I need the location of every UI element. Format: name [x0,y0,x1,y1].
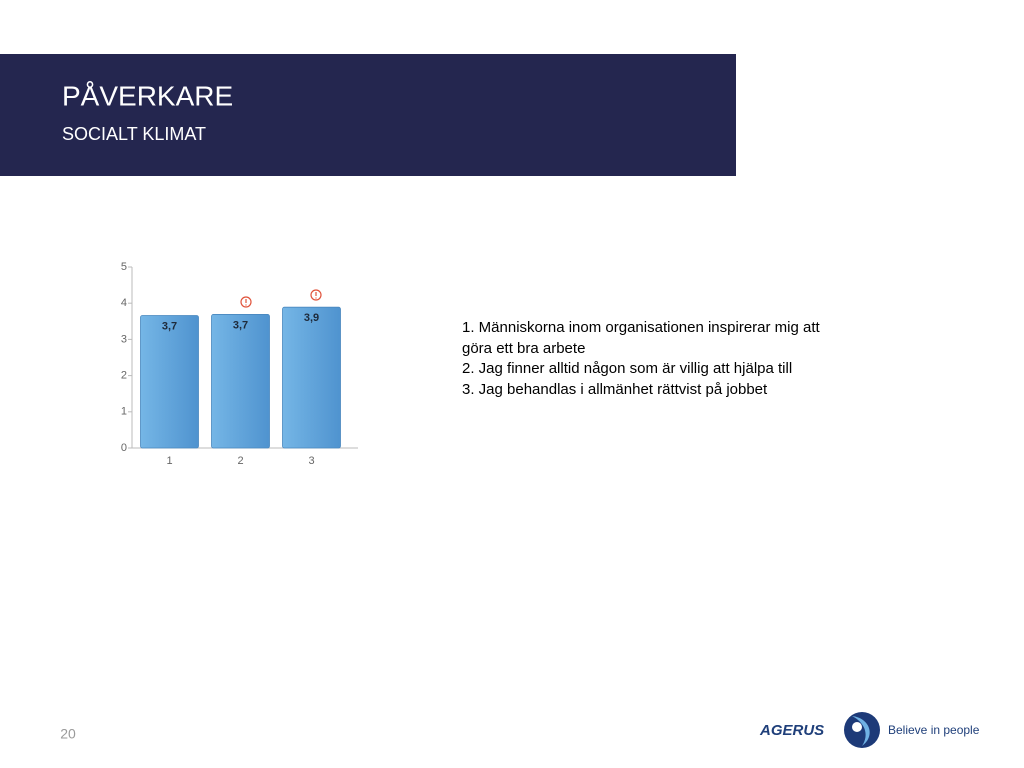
value-label: 3,9 [304,312,319,324]
bar [211,314,270,449]
value-label: 3,7 [233,319,248,331]
x-tick-label: 3 [308,455,314,467]
note-item: 1. Människorna inom organisationen inspi… [462,319,820,357]
warning-icon [240,289,322,308]
brand-tagline: Believe in people [888,723,980,737]
y-tick-label: 4 [121,297,127,309]
slide-title: PÅVERKARE [62,80,233,111]
y-tick-label: 2 [121,370,127,382]
note-item: 3. Jag behandlas i allmänhet rättvist på… [462,380,768,398]
brand-name: AGERUS [759,722,824,739]
page-number: 20 [60,726,76,742]
value-label: 3,7 [162,320,177,332]
header-band [0,54,736,176]
x-tick-label: 2 [237,455,243,467]
bar [282,306,341,449]
brand-logo [844,712,880,748]
notes: 1. Människorna inom organisationen inspi… [462,318,824,400]
y-tick-label: 3 [121,333,127,345]
bar [140,315,199,449]
note-item: 2. Jag finner alltid någon som är villig… [462,360,793,377]
y-tick-label: 5 [121,261,127,273]
x-tick-label: 1 [166,455,172,467]
y-tick-label: 1 [121,406,127,418]
y-tick-label: 0 [121,442,127,454]
slide-subtitle: SOCIALT KLIMAT [62,124,206,144]
